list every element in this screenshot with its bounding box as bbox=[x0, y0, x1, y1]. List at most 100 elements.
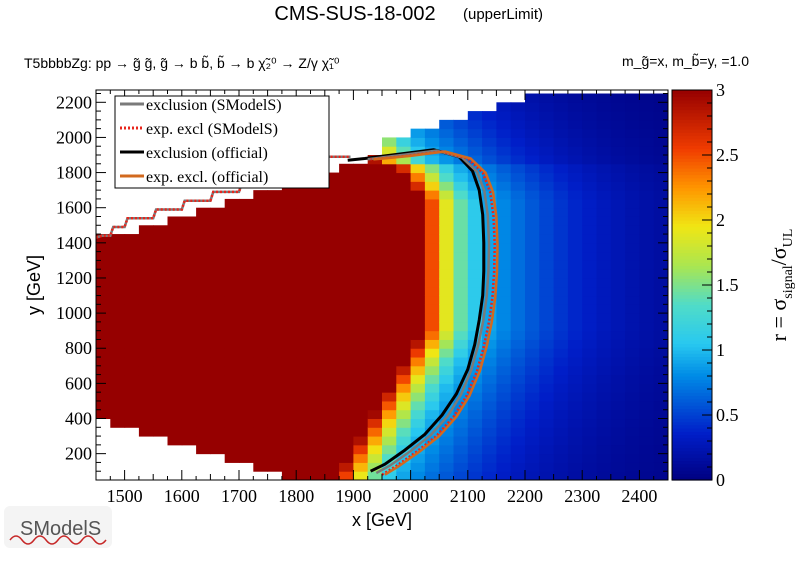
heatmap-cell bbox=[353, 190, 369, 200]
heatmap-cell bbox=[467, 286, 483, 297]
heatmap-cell bbox=[324, 286, 340, 297]
heatmap-cell bbox=[439, 444, 454, 455]
heatmap-cell bbox=[396, 295, 412, 305]
heatmap-cell bbox=[382, 453, 397, 463]
heatmap-cell bbox=[625, 321, 640, 332]
contours bbox=[95, 148, 499, 476]
heatmap-cell bbox=[296, 427, 311, 437]
colorbar-segment bbox=[672, 268, 712, 273]
heatmap-cell bbox=[353, 163, 369, 174]
heatmap-cell bbox=[224, 295, 240, 305]
heatmap-cell bbox=[653, 172, 669, 182]
heatmap-cell bbox=[124, 392, 140, 402]
heatmap-cell bbox=[482, 357, 497, 367]
heatmap-cell bbox=[496, 418, 512, 428]
heatmap-cell bbox=[410, 418, 426, 428]
heatmap-cell bbox=[453, 383, 469, 393]
heatmap-cell bbox=[196, 260, 211, 270]
heatmap-cell bbox=[539, 277, 555, 288]
heatmap-cell bbox=[239, 383, 254, 393]
heatmap-cell bbox=[382, 286, 397, 297]
heatmap-cell bbox=[410, 383, 426, 393]
heatmap-cell bbox=[110, 269, 126, 279]
heatmap-cell bbox=[339, 163, 354, 174]
heatmap-cell bbox=[610, 155, 626, 165]
heatmap-cell bbox=[553, 392, 569, 402]
heatmap-cell bbox=[96, 234, 111, 244]
heatmap-cell bbox=[453, 418, 469, 428]
heatmap-cell bbox=[267, 251, 283, 261]
heatmap-cell bbox=[525, 146, 540, 156]
heatmap-cell bbox=[424, 330, 440, 340]
heatmap-cell bbox=[110, 330, 126, 340]
heatmap-cell bbox=[253, 225, 269, 235]
heatmap-cell bbox=[267, 190, 283, 200]
heatmap-cell bbox=[353, 277, 369, 288]
heatmap-cell bbox=[324, 471, 340, 481]
heatmap-cell bbox=[439, 137, 454, 147]
heatmap-cell bbox=[153, 321, 168, 332]
heatmap-cell bbox=[453, 137, 469, 147]
heatmap-cell bbox=[281, 190, 297, 200]
heatmap-cell bbox=[653, 198, 669, 209]
heatmap-cell bbox=[653, 286, 669, 297]
heatmap-cell bbox=[353, 216, 369, 226]
colorbar-segment bbox=[672, 122, 712, 127]
y-tick-label: 400 bbox=[65, 409, 92, 429]
heatmap-cell bbox=[510, 172, 526, 182]
heatmap-cell bbox=[353, 313, 369, 323]
heatmap-cell bbox=[353, 357, 369, 367]
heatmap-cell bbox=[625, 155, 640, 165]
heatmap-cell bbox=[367, 453, 383, 463]
heatmap-cell bbox=[539, 286, 555, 297]
heatmap-cell bbox=[410, 190, 426, 200]
heatmap-cell bbox=[482, 436, 497, 446]
heatmap-cell bbox=[539, 146, 555, 156]
heatmap-cell bbox=[625, 269, 640, 279]
heatmap-cell bbox=[138, 295, 154, 305]
heatmap-cell bbox=[310, 251, 326, 261]
heatmap-cell bbox=[353, 304, 369, 314]
heatmap-cell bbox=[625, 234, 640, 244]
colorbar-segment bbox=[672, 411, 712, 416]
heatmap-cell bbox=[410, 286, 426, 297]
heatmap-cell bbox=[296, 234, 311, 244]
heatmap-cell bbox=[239, 242, 254, 253]
heatmap-cell bbox=[239, 234, 254, 244]
colorbar-segment bbox=[672, 132, 712, 137]
heatmap-cell bbox=[482, 313, 497, 323]
heatmap-cell bbox=[382, 269, 397, 279]
heatmap-cell bbox=[281, 392, 297, 402]
heatmap-cell bbox=[482, 348, 497, 358]
heatmap-cell bbox=[267, 225, 283, 235]
heatmap-cell bbox=[424, 374, 440, 384]
heatmap-cell bbox=[582, 339, 597, 349]
heatmap-cell bbox=[453, 251, 469, 261]
heatmap-cell bbox=[439, 330, 454, 340]
colorbar-segment bbox=[672, 476, 712, 481]
heatmap-cell bbox=[496, 365, 512, 376]
heatmap-cell bbox=[639, 444, 655, 455]
heatmap-cell bbox=[410, 181, 426, 191]
heatmap-cell bbox=[124, 313, 140, 323]
heatmap-cell bbox=[410, 128, 426, 138]
colorbar-segment bbox=[672, 408, 712, 413]
heatmap-cell bbox=[453, 374, 469, 384]
heatmap-cell bbox=[410, 216, 426, 226]
heatmap-cell bbox=[539, 400, 555, 411]
heatmap-cell bbox=[196, 348, 211, 358]
heatmap-cell bbox=[610, 163, 626, 174]
colorbar-segment bbox=[672, 311, 712, 315]
heatmap-cell bbox=[596, 304, 612, 314]
heatmap-cell bbox=[224, 304, 240, 314]
heatmap-cell bbox=[525, 330, 540, 340]
heatmap-cell bbox=[510, 471, 526, 481]
heatmap-cell bbox=[482, 207, 497, 217]
heatmap-cell bbox=[382, 242, 397, 253]
heatmap-cell bbox=[96, 269, 111, 279]
heatmap-cell bbox=[567, 137, 583, 147]
heatmap-cell bbox=[453, 128, 469, 138]
heatmap-cell bbox=[496, 286, 512, 297]
heatmap-cell bbox=[253, 365, 269, 376]
heatmap-cell bbox=[367, 365, 383, 376]
